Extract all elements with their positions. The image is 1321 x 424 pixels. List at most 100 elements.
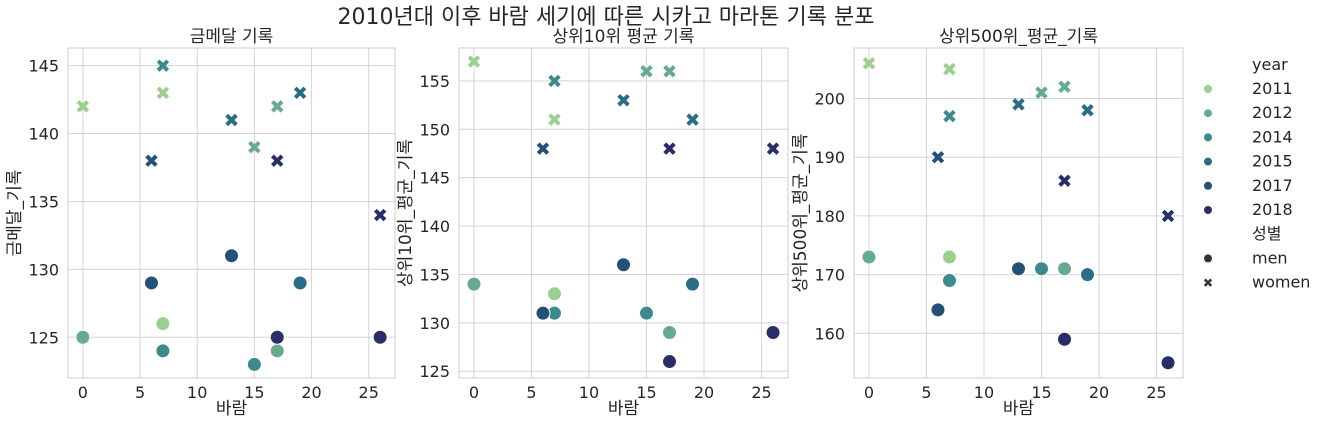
- x-tick-label: 20: [694, 383, 714, 402]
- y-tick-label: 145: [419, 169, 450, 188]
- legend-marker-2018: [1204, 206, 1212, 214]
- women-point-2017: [931, 151, 945, 164]
- legend-label-2012: 2012: [1252, 103, 1293, 122]
- axes-frame: [67, 47, 396, 379]
- subplot-title: 금메달 기록: [190, 27, 274, 47]
- women-point-2012: [640, 65, 653, 78]
- legend-label-2017: 2017: [1252, 176, 1293, 195]
- y-tick-label: 135: [419, 265, 450, 284]
- y-tick-label: 140: [28, 125, 59, 144]
- y-axis-label: 상위10위_평균_기록: [396, 139, 416, 287]
- legend-marker-2012: [1204, 109, 1212, 118]
- men-point-2018: [765, 325, 781, 341]
- men-point-2015: [292, 275, 308, 291]
- y-tick-label: 140: [419, 217, 450, 236]
- women-point-2017: [536, 142, 550, 155]
- plot-area: [854, 48, 1183, 378]
- legend-marker-men: [1204, 254, 1212, 263]
- men-point-2012: [1057, 261, 1073, 277]
- men-point-2017: [224, 248, 239, 264]
- women-point-2011: [156, 86, 170, 100]
- women-point-2018: [663, 142, 676, 155]
- men-point-2011: [941, 249, 957, 265]
- x-tick-label: 15: [244, 383, 264, 402]
- y-tick-label: 170: [814, 266, 845, 285]
- women-point-2018: [766, 142, 780, 155]
- women-point-2018: [1161, 209, 1175, 223]
- x-axis-label: 바람: [216, 399, 248, 419]
- men-point-2011: [546, 286, 562, 302]
- figure-title: 2010년대 이후 바람 세기에 따른 시카고 마라톤 기록 분포: [338, 5, 875, 30]
- legend-marker-2015: [1204, 157, 1212, 166]
- women-point-2015: [686, 113, 699, 126]
- men-point-2012: [75, 329, 91, 345]
- men-point-2012: [269, 343, 285, 359]
- x-tick-label: 25: [359, 383, 379, 402]
- y-tick-label: 180: [814, 207, 845, 226]
- men-point-2012: [466, 276, 482, 292]
- legend-label-men: men: [1252, 248, 1288, 267]
- y-tick-label: 190: [814, 148, 845, 167]
- women-point-2011: [467, 55, 481, 68]
- women-point-2018: [373, 208, 387, 222]
- men-point-2017: [535, 305, 551, 321]
- y-tick-label: 160: [814, 324, 845, 343]
- women-point-2012: [1058, 80, 1071, 93]
- men-point-2012: [662, 325, 678, 341]
- men-point-2014: [1034, 261, 1050, 277]
- legend-style-title: 성별: [1252, 224, 1281, 243]
- legend-label-women: women: [1252, 273, 1310, 292]
- y-tick-label: 125: [419, 362, 450, 381]
- men-point-2017: [1011, 261, 1026, 277]
- x-tick-label: 20: [1089, 383, 1109, 402]
- y-tick-label: 150: [419, 120, 450, 139]
- women-point-2015: [293, 86, 307, 100]
- women-point-2015: [225, 113, 238, 127]
- x-tick-label: 5: [135, 383, 145, 402]
- y-axis-label: 금메달_기록: [5, 170, 25, 257]
- x-axis-label: 바람: [1003, 399, 1035, 419]
- y-tick-label: 200: [814, 89, 845, 108]
- y-axis-label: 상위500위_평균_기록: [791, 134, 811, 293]
- x-tick-label: 5: [526, 383, 536, 402]
- y-tick-label: 145: [28, 57, 59, 76]
- x-tick-label: 0: [469, 383, 479, 402]
- axes-frame: [458, 47, 789, 379]
- men-point-2018: [269, 329, 285, 345]
- legend: year 2011 2012 2014 2015 2017 2018 성별 men women: [1203, 55, 1310, 292]
- legend-label-2015: 2015: [1252, 152, 1293, 171]
- men-point-2014: [246, 356, 262, 372]
- legend-label-2011: 2011: [1252, 79, 1293, 98]
- men-point-2015: [1080, 267, 1096, 283]
- y-tick-label: 130: [28, 260, 59, 279]
- x-tick-label: 15: [1031, 383, 1051, 402]
- men-point-2018: [1160, 355, 1176, 371]
- subplot-title: 상위10위 평균 기록: [553, 27, 695, 47]
- women-point-2015: [1012, 98, 1025, 111]
- x-tick-label: 25: [1146, 383, 1166, 402]
- x-tick-label: 5: [921, 383, 931, 402]
- men-point-2018: [1057, 331, 1073, 347]
- women-point-2011: [548, 113, 561, 126]
- x-tick-label: 0: [78, 383, 88, 402]
- x-tick-label: 25: [751, 383, 771, 402]
- men-point-2017: [930, 302, 946, 318]
- y-tick-label: 125: [28, 328, 59, 347]
- men-point-2014: [639, 305, 655, 321]
- x-tick-label: 10: [579, 383, 599, 402]
- women-point-2011: [943, 62, 956, 76]
- subplot-title: 상위500위_평균_기록: [939, 27, 1098, 47]
- legend-marker-2011: [1204, 85, 1212, 93]
- men-point-2017: [616, 257, 631, 273]
- x-tick-label: 10: [974, 383, 994, 402]
- women-point-2014: [156, 59, 170, 72]
- women-point-2012: [248, 140, 261, 154]
- men-point-2018: [372, 329, 388, 345]
- men-point-2014: [155, 343, 171, 359]
- legend-marker-2014: [1204, 133, 1212, 142]
- x-axis-label: 바람: [608, 399, 640, 419]
- women-point-2012: [663, 65, 676, 78]
